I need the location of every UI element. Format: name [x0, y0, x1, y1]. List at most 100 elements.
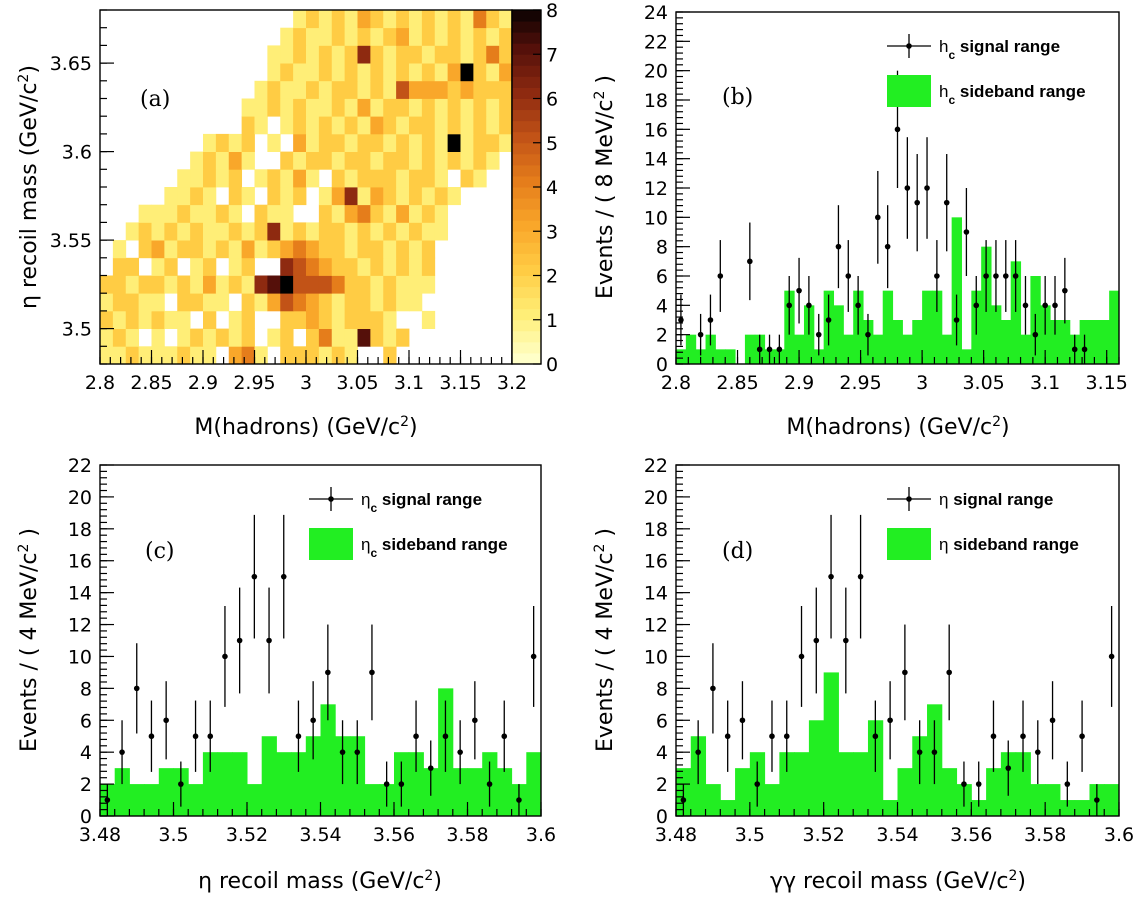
panel-d-signal-point — [946, 669, 952, 676]
panel-c-y-tick-label: 16 — [68, 551, 92, 573]
heatmap-cell — [306, 240, 320, 259]
heatmap-cell — [125, 275, 140, 294]
panel-d-signal-point — [975, 781, 982, 787]
panel-b-signal-point — [717, 273, 724, 279]
heatmap-cell — [280, 169, 294, 188]
heatmap-cell — [190, 151, 204, 170]
heatmap-cell — [409, 257, 423, 276]
heatmap-cell — [383, 80, 397, 99]
panel-b-x-tick-label: 2.8 — [661, 372, 691, 394]
panel-c-signal-point — [192, 733, 199, 740]
colorbar-tick-label: 6 — [546, 89, 558, 111]
colorbar-segment — [512, 98, 541, 111]
colorbar-segment — [512, 264, 541, 276]
panel-c-signal-point — [119, 749, 125, 755]
panel-b-sideband-bar — [794, 334, 805, 364]
heatmap-cell — [280, 204, 294, 223]
colorbar-segment — [512, 187, 541, 199]
heatmap-cell — [177, 240, 191, 259]
heatmap-cell — [203, 151, 217, 170]
panel-d-x-tick-label: 3.48 — [655, 824, 697, 846]
heatmap-cell — [344, 222, 358, 241]
panel-c-signal-point — [178, 781, 184, 787]
colorbar-segment — [512, 10, 541, 22]
panel-d-signal-point — [990, 733, 997, 740]
panel-d-signal-point — [1094, 797, 1100, 803]
heatmap-cell — [370, 63, 384, 82]
panel-c-signal-point — [222, 653, 228, 660]
heatmap-cell — [447, 98, 461, 117]
panel-c-y-tick-label: 14 — [68, 583, 92, 605]
heatmap-cell — [421, 240, 436, 259]
panel-c-signal-point — [354, 749, 361, 755]
heatmap-cell — [383, 346, 397, 365]
heatmap-cell — [383, 63, 397, 82]
heatmap-cell — [486, 45, 500, 64]
heatmap-cell — [434, 204, 449, 223]
heatmap-cell — [177, 346, 191, 365]
heatmap-cell — [409, 10, 423, 29]
heatmap-cell — [125, 310, 140, 329]
heatmap-cell — [396, 257, 410, 276]
heatmap-cell — [318, 310, 333, 329]
heatmap-cell — [125, 293, 140, 312]
panel-d-signal-point — [872, 733, 879, 740]
panel-c-legend-sideband-swatch — [309, 528, 353, 560]
panel-b-y-tick-label: 24 — [644, 2, 668, 24]
heatmap-cell — [280, 151, 294, 170]
heatmap-cell — [164, 187, 178, 206]
heatmap-cell — [164, 257, 178, 276]
heatmap-cell — [383, 328, 397, 347]
heatmap-cell — [203, 169, 217, 188]
heatmap-cell — [344, 10, 358, 29]
heatmap-cell — [421, 10, 436, 29]
heatmap-cell — [254, 116, 268, 135]
panel-c-y-tick-label: 22 — [68, 455, 92, 477]
heatmap-cell — [383, 98, 397, 117]
heatmap-cell — [228, 169, 243, 188]
heatmap-cell — [421, 275, 436, 294]
panel-b-signal-point — [806, 302, 812, 309]
panel-b-signal-point — [1062, 287, 1068, 294]
panel-c-signal-point — [280, 573, 287, 580]
panel-b-x-tick-label: 3.15 — [1086, 372, 1128, 394]
panel-d-y-tick-label: 6 — [656, 710, 668, 732]
panel-b-sideband-bar — [1099, 320, 1110, 364]
heatmap-cell — [383, 116, 397, 135]
heatmap-cell — [447, 80, 461, 99]
heatmap-cell — [318, 346, 333, 365]
heatmap-cell — [357, 187, 371, 206]
panel-b-signal-point — [796, 287, 802, 294]
panel-d-y-axis-title: Events / ( 4 MeV/c2 ) — [592, 528, 618, 752]
heatmap-cell — [100, 275, 114, 294]
heatmap-cell — [473, 80, 487, 99]
heatmap-cell — [151, 257, 165, 276]
heatmap-cell — [318, 63, 333, 82]
panel-c-signal-point — [383, 781, 390, 787]
panel-d-y-tick-label: 4 — [656, 742, 668, 764]
heatmap-cell — [370, 275, 384, 294]
heatmap-cell — [434, 80, 449, 99]
heatmap-cells — [100, 10, 513, 365]
panel-d-signal-point — [843, 637, 849, 644]
heatmap-cell — [331, 45, 346, 64]
heatmap-cell — [112, 257, 127, 276]
heatmap-cell — [306, 45, 320, 64]
panel-a-x-tick-label: 3.2 — [497, 372, 527, 394]
panel-b-y-tick-label: 4 — [656, 295, 668, 317]
heatmap-cell — [306, 169, 320, 188]
heatmap-cell — [177, 187, 191, 206]
heatmap-cell — [203, 275, 217, 294]
heatmap-cell — [460, 169, 474, 188]
panel-c-signal-point — [398, 781, 405, 787]
heatmap-cell — [190, 346, 204, 365]
panel-a-y-tick-label: 3.5 — [62, 319, 92, 341]
heatmap-cell — [318, 151, 333, 170]
panel-b-sideband-bar — [1089, 320, 1100, 364]
panel-d-x-tick-label: 3.52 — [803, 824, 845, 846]
heatmap-cell — [344, 80, 358, 99]
heatmap-cell — [203, 293, 217, 312]
panel-b-signal-point — [953, 317, 960, 323]
heatmap-cell — [306, 257, 320, 276]
panel-b-signal-point — [786, 302, 793, 309]
